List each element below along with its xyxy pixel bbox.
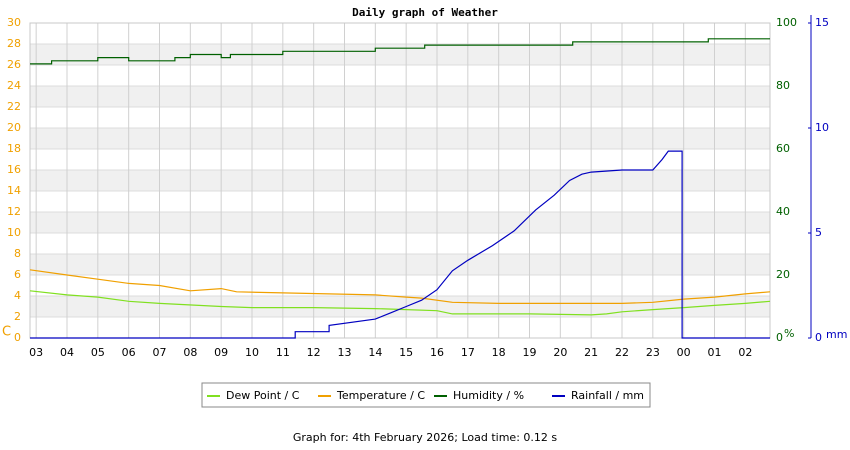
plot bbox=[29, 22, 771, 339]
y-tick-label: 26 bbox=[7, 58, 21, 71]
y3-tick-label: 0 bbox=[815, 331, 822, 344]
series-line bbox=[29, 269, 771, 304]
y2-tick-label: 40 bbox=[776, 205, 790, 218]
x-tick-label: 01 bbox=[708, 346, 722, 359]
x-tick-label: 17 bbox=[461, 346, 475, 359]
x-tick-label: 05 bbox=[91, 346, 105, 359]
y2-axis-unit: % bbox=[784, 327, 794, 340]
y-tick-label: 30 bbox=[7, 16, 21, 29]
y-tick-label: 12 bbox=[7, 205, 21, 218]
legend-label: Humidity / % bbox=[453, 389, 524, 402]
x-tick-label: 19 bbox=[523, 346, 537, 359]
grid-band bbox=[30, 296, 770, 317]
y3-tick-label: 10 bbox=[815, 121, 829, 134]
x-tick-label: 07 bbox=[153, 346, 167, 359]
x-tick-label: 12 bbox=[307, 346, 321, 359]
y2-tick-label: 20 bbox=[776, 268, 790, 281]
y-tick-label: 24 bbox=[7, 79, 21, 92]
y2-tick-label: 100 bbox=[776, 16, 797, 29]
legend bbox=[201, 382, 651, 408]
y-tick-label: 8 bbox=[14, 247, 21, 260]
plot-frame bbox=[29, 22, 771, 339]
chart-title: Daily graph of Weather bbox=[352, 6, 498, 19]
legend-label: Dew Point / C bbox=[226, 389, 300, 402]
series-line bbox=[30, 38, 770, 65]
grid-band bbox=[30, 44, 770, 65]
x-tick-label: 22 bbox=[615, 346, 629, 359]
series-line bbox=[30, 150, 770, 339]
y-tick-label: 22 bbox=[7, 100, 21, 113]
y2-tick-label: 80 bbox=[776, 79, 790, 92]
y-tick-label: 16 bbox=[7, 163, 21, 176]
y-tick-label: 2 bbox=[14, 310, 21, 323]
x-tick-label: 16 bbox=[430, 346, 444, 359]
x-tick-label: 11 bbox=[276, 346, 290, 359]
x-tick-label: 08 bbox=[183, 346, 197, 359]
grid-band bbox=[30, 86, 770, 107]
y3-tick-label: 15 bbox=[815, 16, 829, 29]
y2-tick-label: 0 bbox=[776, 331, 783, 344]
grid-band bbox=[30, 128, 770, 149]
legend-label: Rainfall / mm bbox=[571, 389, 644, 402]
x-tick-label: 18 bbox=[492, 346, 506, 359]
x-tick-label: 20 bbox=[553, 346, 567, 359]
x-tick-label: 15 bbox=[399, 346, 413, 359]
grid-band bbox=[30, 254, 770, 275]
x-tick-label: 06 bbox=[122, 346, 136, 359]
y-axis-unit: C bbox=[2, 325, 11, 340]
x-tick-label: 04 bbox=[60, 346, 74, 359]
y2-tick-label: 60 bbox=[776, 142, 790, 155]
y-tick-label: 14 bbox=[7, 184, 21, 197]
x-tick-label: 13 bbox=[338, 346, 352, 359]
x-tick-label: 09 bbox=[214, 346, 228, 359]
x-tick-label: 02 bbox=[738, 346, 752, 359]
y3-tick-label: 5 bbox=[815, 226, 822, 239]
x-tick-label: 23 bbox=[646, 346, 660, 359]
x-tick-label: 10 bbox=[245, 346, 259, 359]
grid-band bbox=[30, 212, 770, 233]
y-tick-label: 10 bbox=[7, 226, 21, 239]
y-tick-label: 18 bbox=[7, 142, 21, 155]
y-tick-label: 0 bbox=[14, 331, 21, 344]
y-tick-label: 4 bbox=[14, 289, 21, 302]
y-tick-label: 20 bbox=[7, 121, 21, 134]
x-tick-label: 00 bbox=[677, 346, 691, 359]
legend-label: Temperature / C bbox=[336, 389, 425, 402]
series-line bbox=[29, 290, 771, 316]
y-tick-label: 6 bbox=[14, 268, 21, 281]
footer: Graph for: 4th February 2026; Load time:… bbox=[293, 431, 558, 444]
x-tick-label: 14 bbox=[368, 346, 382, 359]
x-tick-label: 03 bbox=[29, 346, 43, 359]
y3-axis-unit: mm bbox=[826, 328, 847, 341]
grid-band bbox=[30, 170, 770, 191]
x-tick-label: 21 bbox=[584, 346, 598, 359]
y-tick-label: 28 bbox=[7, 37, 21, 50]
